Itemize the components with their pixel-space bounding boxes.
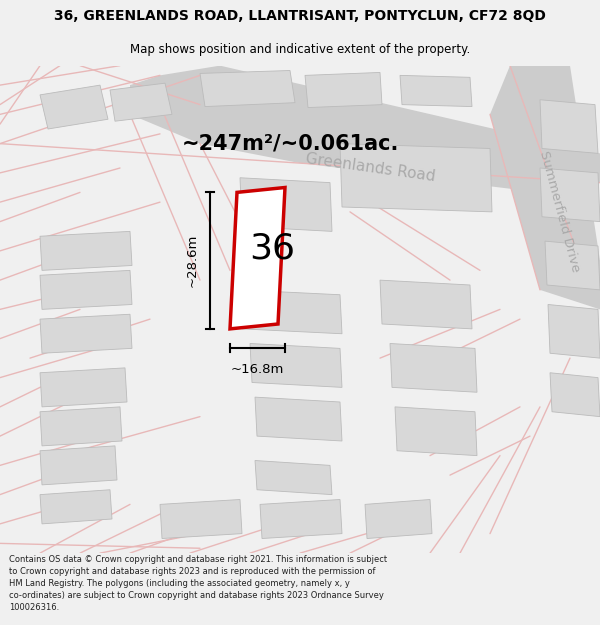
Polygon shape: [40, 271, 132, 309]
Polygon shape: [550, 372, 600, 417]
Polygon shape: [340, 144, 492, 212]
Polygon shape: [540, 100, 598, 153]
Polygon shape: [250, 344, 342, 388]
Text: ~247m²/~0.061ac.: ~247m²/~0.061ac.: [181, 134, 398, 154]
Polygon shape: [40, 85, 108, 129]
Polygon shape: [400, 76, 472, 107]
Text: Contains OS data © Crown copyright and database right 2021. This information is : Contains OS data © Crown copyright and d…: [9, 554, 387, 612]
Text: ~28.6m: ~28.6m: [185, 234, 199, 288]
Polygon shape: [200, 71, 295, 107]
Polygon shape: [40, 314, 132, 353]
Text: Summerfield Drive: Summerfield Drive: [538, 150, 583, 274]
Polygon shape: [40, 231, 132, 271]
Polygon shape: [380, 280, 472, 329]
Polygon shape: [110, 83, 172, 121]
Polygon shape: [255, 397, 342, 441]
Polygon shape: [305, 72, 382, 107]
Text: ~16.8m: ~16.8m: [231, 363, 284, 376]
Text: Map shows position and indicative extent of the property.: Map shows position and indicative extent…: [130, 42, 470, 56]
Polygon shape: [230, 188, 285, 329]
Polygon shape: [40, 407, 122, 446]
Polygon shape: [255, 461, 332, 494]
Polygon shape: [260, 499, 342, 539]
Text: Greenlands Road: Greenlands Road: [304, 151, 436, 184]
Polygon shape: [240, 290, 342, 334]
Polygon shape: [548, 304, 600, 358]
Polygon shape: [365, 499, 432, 539]
Polygon shape: [240, 177, 332, 231]
Polygon shape: [130, 66, 600, 192]
Polygon shape: [40, 446, 117, 485]
Polygon shape: [490, 66, 600, 309]
Text: 36: 36: [250, 231, 296, 266]
Polygon shape: [395, 407, 477, 456]
Polygon shape: [540, 168, 600, 222]
Polygon shape: [160, 499, 242, 539]
Text: 36, GREENLANDS ROAD, LLANTRISANT, PONTYCLUN, CF72 8QD: 36, GREENLANDS ROAD, LLANTRISANT, PONTYC…: [54, 9, 546, 23]
Polygon shape: [545, 241, 600, 290]
Polygon shape: [40, 368, 127, 407]
Polygon shape: [390, 344, 477, 392]
Polygon shape: [40, 490, 112, 524]
